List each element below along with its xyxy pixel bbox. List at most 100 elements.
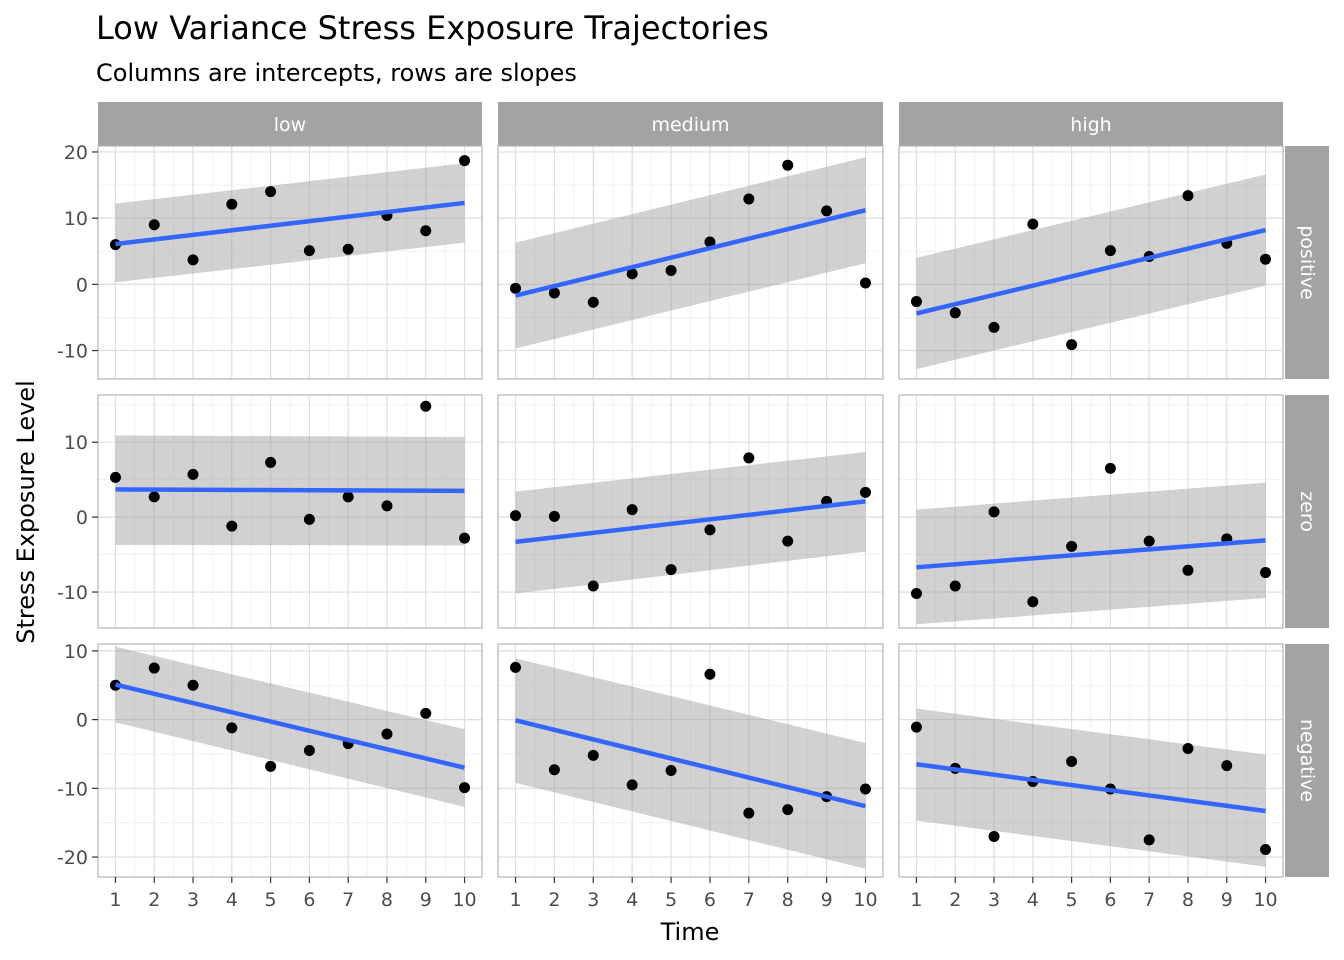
data-point	[303, 513, 315, 525]
data-point	[860, 486, 871, 498]
data-point	[548, 287, 560, 299]
panel-border	[97, 643, 483, 878]
y-tick-label: 20	[64, 142, 88, 164]
x-tick-label: 7	[1143, 889, 1155, 911]
data-point	[148, 491, 160, 503]
y-axis-title: Stress Exposure Level	[12, 380, 40, 643]
panel-border	[497, 394, 884, 629]
data-point	[226, 198, 238, 210]
column-strip-low	[98, 102, 482, 146]
column-strip-label: medium	[651, 114, 729, 136]
x-tick-label: 6	[1104, 889, 1116, 911]
data-point	[1104, 462, 1116, 474]
data-point	[626, 268, 638, 280]
data-point	[1182, 564, 1194, 576]
data-point	[303, 245, 315, 257]
data-point	[1260, 567, 1272, 579]
data-point	[187, 254, 199, 266]
y-tick-label: -10	[57, 778, 88, 800]
x-axis-title: Time	[660, 918, 720, 946]
x-tick-label: 1	[109, 889, 121, 911]
panel-zero-low	[97, 394, 483, 629]
data-point	[1260, 844, 1272, 856]
data-point	[860, 277, 871, 289]
data-point	[988, 830, 1000, 842]
row-strip-label: zero	[1296, 491, 1318, 532]
data-point	[988, 506, 1000, 518]
data-point	[910, 721, 922, 733]
regression-line	[515, 499, 866, 545]
regression-line	[115, 487, 465, 494]
data-point	[704, 524, 716, 536]
column-strip-label: low	[274, 114, 306, 136]
column-strip-high	[899, 102, 1283, 146]
data-point	[1260, 253, 1272, 265]
data-point	[459, 532, 471, 544]
x-tick-label: 9	[420, 889, 432, 911]
panel-border	[898, 145, 1284, 380]
data-point	[381, 728, 393, 740]
y-tick-label: 10	[64, 641, 88, 663]
row-strip-zero	[1285, 395, 1329, 628]
regression-line	[115, 200, 465, 247]
data-point	[1066, 339, 1078, 351]
data-point	[342, 491, 354, 503]
data-point	[1066, 756, 1078, 768]
y-tick-label: -20	[57, 847, 88, 869]
y-tick-label: 10	[64, 432, 88, 454]
data-point	[782, 804, 794, 816]
panel-border	[898, 394, 1284, 629]
data-point	[704, 236, 716, 248]
panel-negative-high	[898, 643, 1284, 878]
column-strip-label: high	[1070, 114, 1111, 136]
data-point	[949, 580, 961, 592]
data-point	[265, 760, 277, 772]
panel-positive-low	[97, 145, 483, 380]
data-point	[510, 510, 521, 522]
data-point	[1027, 218, 1039, 230]
x-tick-label: 4	[226, 889, 238, 911]
x-tick-label: 6	[704, 889, 716, 911]
data-point	[148, 662, 160, 674]
data-point	[548, 764, 560, 776]
x-tick-label: 6	[303, 889, 315, 911]
x-tick-label: 2	[148, 889, 160, 911]
data-point	[821, 205, 833, 217]
data-point	[548, 510, 560, 522]
data-point	[1066, 540, 1078, 552]
data-point	[587, 749, 599, 761]
data-point	[665, 264, 677, 276]
y-tick-label: 0	[76, 274, 88, 296]
row-strip-label: positive	[1296, 225, 1318, 300]
panel-zero-high	[898, 394, 1284, 629]
x-tick-label: 10	[452, 889, 476, 911]
x-tick-label: 8	[381, 889, 393, 911]
data-point	[510, 661, 521, 673]
data-point	[226, 520, 238, 532]
data-point	[1182, 190, 1194, 202]
x-tick-label: 7	[743, 889, 755, 911]
data-point	[420, 400, 432, 412]
data-point	[342, 243, 354, 255]
panel-border	[497, 145, 884, 380]
data-point	[988, 321, 1000, 333]
chart-subtitle: Columns are intercepts, rows are slopes	[96, 59, 577, 87]
panel-zero-medium	[497, 394, 884, 629]
regression-line	[916, 762, 1266, 814]
regression-line	[514, 718, 867, 809]
data-point	[743, 452, 755, 464]
regression-line	[514, 208, 867, 298]
x-tick-label: 3	[988, 889, 1000, 911]
data-point	[665, 764, 677, 776]
data-point	[420, 707, 432, 719]
x-tick-label: 7	[342, 889, 354, 911]
regression-line	[114, 682, 466, 770]
data-point	[743, 193, 755, 205]
data-point	[626, 779, 638, 791]
x-tick-label: 8	[1182, 889, 1194, 911]
panel-border	[898, 643, 1284, 878]
data-point	[1027, 596, 1039, 608]
x-tick-label: 8	[782, 889, 794, 911]
data-point	[587, 296, 599, 308]
